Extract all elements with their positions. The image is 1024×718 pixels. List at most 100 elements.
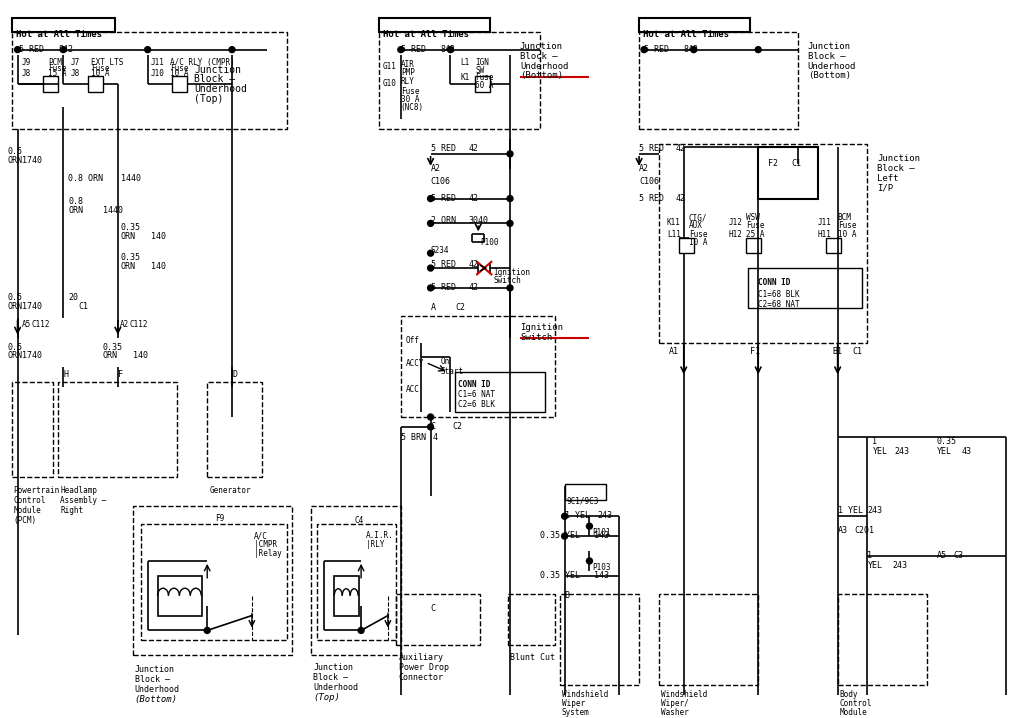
Text: A3: A3 bbox=[838, 526, 848, 535]
Text: C1=6 NAT: C1=6 NAT bbox=[459, 390, 496, 399]
Text: Body: Body bbox=[840, 690, 858, 699]
Text: Ignition: Ignition bbox=[494, 268, 530, 277]
Text: Power Drop: Power Drop bbox=[398, 663, 449, 672]
Text: 1740: 1740 bbox=[22, 351, 42, 360]
Text: 10 A: 10 A bbox=[170, 70, 189, 78]
Text: Windshield: Windshield bbox=[660, 690, 708, 699]
Text: 5 RED: 5 RED bbox=[639, 144, 665, 153]
Bar bbox=[679, 238, 693, 253]
Text: (Bottom): (Bottom) bbox=[808, 72, 851, 80]
Text: C1: C1 bbox=[791, 159, 801, 168]
Text: Underhood: Underhood bbox=[313, 683, 358, 692]
Text: J8: J8 bbox=[71, 70, 80, 78]
Text: ORN: ORN bbox=[69, 205, 83, 215]
Text: 5 RED: 5 RED bbox=[644, 45, 669, 54]
Text: 5 RED: 5 RED bbox=[18, 45, 44, 54]
Text: J10: J10 bbox=[151, 70, 165, 78]
Text: 143: 143 bbox=[594, 571, 609, 580]
Text: Junction: Junction bbox=[135, 665, 175, 674]
Circle shape bbox=[507, 220, 513, 226]
Text: 60 A: 60 A bbox=[475, 81, 494, 90]
Text: Fuse: Fuse bbox=[475, 73, 494, 83]
Text: Hot at All Times: Hot at All Times bbox=[15, 29, 101, 39]
Text: H12: H12 bbox=[728, 230, 742, 239]
Circle shape bbox=[428, 424, 433, 430]
Text: Wiper/: Wiper/ bbox=[660, 699, 689, 708]
Text: Right: Right bbox=[60, 506, 83, 516]
Text: RLY: RLY bbox=[400, 78, 415, 86]
Text: 5 RED: 5 RED bbox=[430, 283, 456, 292]
Bar bbox=[396, 594, 480, 645]
Bar bbox=[639, 32, 798, 129]
Text: C2=68 NAT: C2=68 NAT bbox=[758, 300, 800, 309]
Text: A/C RLY (CMPR): A/C RLY (CMPR) bbox=[170, 57, 236, 67]
Circle shape bbox=[561, 533, 567, 539]
Bar bbox=[58, 382, 177, 477]
Bar bbox=[456, 373, 545, 412]
Text: 0.35: 0.35 bbox=[937, 437, 957, 446]
Text: Fuse: Fuse bbox=[746, 221, 765, 230]
Text: Block –: Block – bbox=[808, 52, 846, 60]
Bar bbox=[758, 147, 818, 199]
Text: A5: A5 bbox=[937, 551, 947, 560]
Text: H11: H11 bbox=[818, 230, 831, 239]
Text: AIR: AIR bbox=[400, 60, 415, 69]
Circle shape bbox=[641, 47, 647, 52]
Bar bbox=[825, 238, 841, 253]
Text: 1740: 1740 bbox=[22, 156, 42, 165]
Circle shape bbox=[144, 47, 151, 52]
Bar bbox=[311, 506, 400, 656]
Text: K1: K1 bbox=[461, 73, 470, 83]
Text: ORN: ORN bbox=[121, 233, 136, 241]
Bar bbox=[133, 506, 292, 656]
Text: F1: F1 bbox=[751, 348, 760, 357]
Text: 243: 243 bbox=[597, 511, 612, 521]
Bar bbox=[334, 576, 359, 615]
Text: 0.35 YEL: 0.35 YEL bbox=[540, 571, 580, 580]
Text: BCM: BCM bbox=[838, 213, 852, 223]
Text: C2: C2 bbox=[453, 422, 463, 431]
Text: 0.8 ORN: 0.8 ORN bbox=[69, 174, 103, 183]
Text: L11: L11 bbox=[667, 230, 681, 239]
Bar bbox=[88, 76, 103, 93]
Text: H: H bbox=[63, 370, 69, 379]
Text: C112: C112 bbox=[130, 320, 148, 329]
Circle shape bbox=[428, 265, 433, 271]
Text: A2: A2 bbox=[430, 164, 440, 173]
Bar bbox=[400, 316, 555, 417]
Bar bbox=[379, 18, 490, 32]
Text: Fuse: Fuse bbox=[838, 221, 856, 230]
Circle shape bbox=[447, 47, 454, 52]
Text: PCM: PCM bbox=[48, 57, 62, 67]
Text: Fuse: Fuse bbox=[170, 63, 189, 73]
Bar bbox=[749, 268, 862, 308]
Bar bbox=[838, 594, 927, 685]
Circle shape bbox=[428, 195, 433, 202]
Text: ORN: ORN bbox=[7, 302, 23, 311]
Text: WSW: WSW bbox=[746, 213, 760, 223]
Circle shape bbox=[428, 220, 433, 226]
Text: 2 ORN: 2 ORN bbox=[430, 216, 456, 225]
Text: 10 A: 10 A bbox=[838, 230, 856, 239]
Text: C: C bbox=[430, 422, 435, 431]
Text: 43: 43 bbox=[962, 447, 972, 456]
Text: (Top): (Top) bbox=[195, 94, 223, 104]
Text: 42: 42 bbox=[468, 194, 478, 202]
Text: Connector: Connector bbox=[398, 673, 443, 682]
Text: (PCM): (PCM) bbox=[13, 516, 37, 526]
Text: J9: J9 bbox=[22, 57, 31, 67]
Text: CONN ID: CONN ID bbox=[459, 381, 490, 389]
Text: 5 RED: 5 RED bbox=[400, 45, 426, 54]
Text: Powertrain: Powertrain bbox=[13, 487, 59, 495]
Bar bbox=[564, 485, 606, 500]
Bar bbox=[379, 32, 540, 129]
Text: Headlamp: Headlamp bbox=[60, 487, 97, 495]
Text: 0.35: 0.35 bbox=[103, 342, 123, 352]
Text: 5 RED: 5 RED bbox=[430, 194, 456, 202]
Bar bbox=[475, 76, 490, 93]
Text: 0.5: 0.5 bbox=[7, 342, 23, 352]
Text: J8: J8 bbox=[22, 70, 31, 78]
Text: ORN: ORN bbox=[103, 351, 118, 360]
Text: ACC: ACC bbox=[406, 386, 420, 394]
Text: G10: G10 bbox=[383, 80, 397, 88]
